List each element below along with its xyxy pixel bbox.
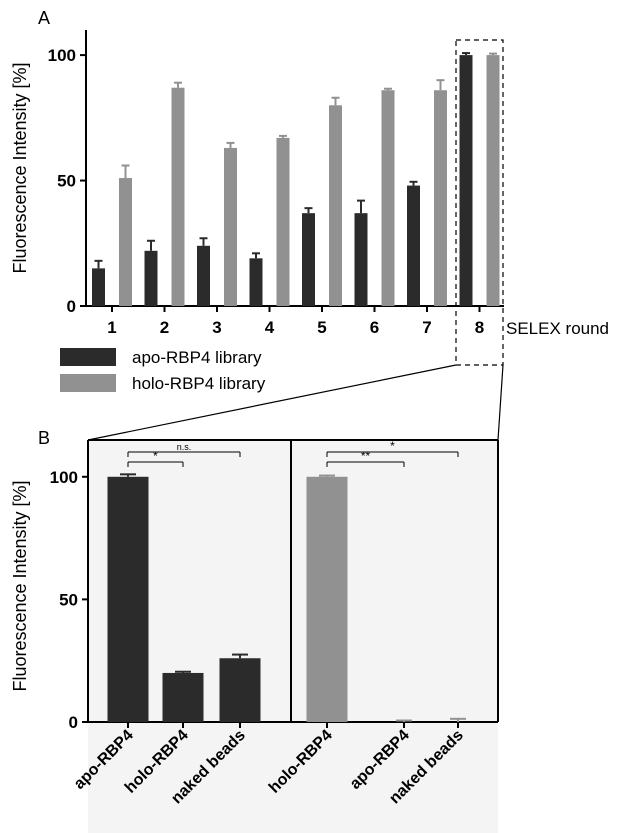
panel-a-x-tick-label: 5 (317, 318, 326, 337)
legend-swatch-apo (60, 348, 116, 366)
panel-a-bar-apo (249, 258, 263, 306)
panel-a-x-tick-label: 8 (475, 318, 484, 337)
zoom-line-right (497, 364, 504, 441)
panel-a-x-tick-label: 7 (422, 318, 431, 337)
legend-swatch-holo (60, 374, 116, 392)
round-8-highlight-box (455, 39, 504, 366)
panel-label-a: A (38, 8, 50, 28)
panel-a-x-tick-label: 2 (160, 318, 169, 337)
panel-a-bar-apo (302, 213, 315, 306)
panel-a-chart: 0 50 100 Fluorescence Intensity [%] 1 2 3 4 5 6 7 8… (10, 30, 609, 441)
panel-a-bar-holo (119, 178, 132, 306)
panel-a-x-tick-label: 1 (107, 318, 116, 337)
panel-a-x-label: SELEX round (506, 319, 609, 338)
zoom-line-left (87, 364, 457, 441)
panel-a-x-tick-label: 6 (370, 318, 379, 337)
panel-a-bar-holo (171, 87, 185, 306)
panel-a-bar-apo (144, 250, 158, 306)
panel-a-x-tick-label: 4 (265, 318, 275, 337)
panel-a-bar-apo (92, 268, 105, 306)
panel-a-y-tick-label: 100 (48, 46, 76, 65)
panel-a-y-tick-label: 50 (57, 172, 76, 191)
panel-b-bar (219, 658, 261, 722)
panel-b-bar (107, 476, 149, 722)
panel-a-bar-apo (354, 213, 368, 306)
panel-a-bar-holo (276, 137, 290, 306)
legend-label-apo: apo-RBP4 library (132, 348, 262, 367)
panel-a-y-tick-label: 0 (67, 297, 76, 316)
panel-a-bar-holo (381, 90, 395, 306)
legend-label-holo: holo-RBP4 library (132, 374, 266, 393)
panel-b-y-tick-label: 50 (59, 590, 78, 609)
significance-label: n.s. (177, 442, 192, 452)
panel-a-bar-apo (407, 185, 420, 306)
panel-label-b: B (38, 428, 50, 448)
panel-a-bar-holo (486, 55, 500, 306)
panel-b-y-tick-label: 0 (69, 713, 78, 732)
significance-label: * (390, 439, 395, 453)
significance-label: * (153, 449, 158, 463)
panel-b-bar (162, 672, 204, 722)
panel-a-bar-apo (459, 55, 473, 306)
panel-a-bar-apo (197, 245, 210, 306)
panel-b-y-label: Fluorescence Intensity [%] (10, 480, 30, 691)
panel-a-bar-holo (329, 105, 342, 306)
panel-b-background (88, 440, 498, 833)
panel-b-bar (306, 476, 348, 722)
panel-a-y-label: Fluorescence Intensity [%] (10, 62, 30, 273)
panel-a-bar-holo (434, 90, 447, 306)
panel-a-x-tick-label: 3 (212, 318, 221, 337)
significance-label: ** (361, 449, 371, 463)
panel-a-bar-holo (224, 147, 237, 306)
panel-b-y-tick-label: 100 (50, 468, 78, 487)
